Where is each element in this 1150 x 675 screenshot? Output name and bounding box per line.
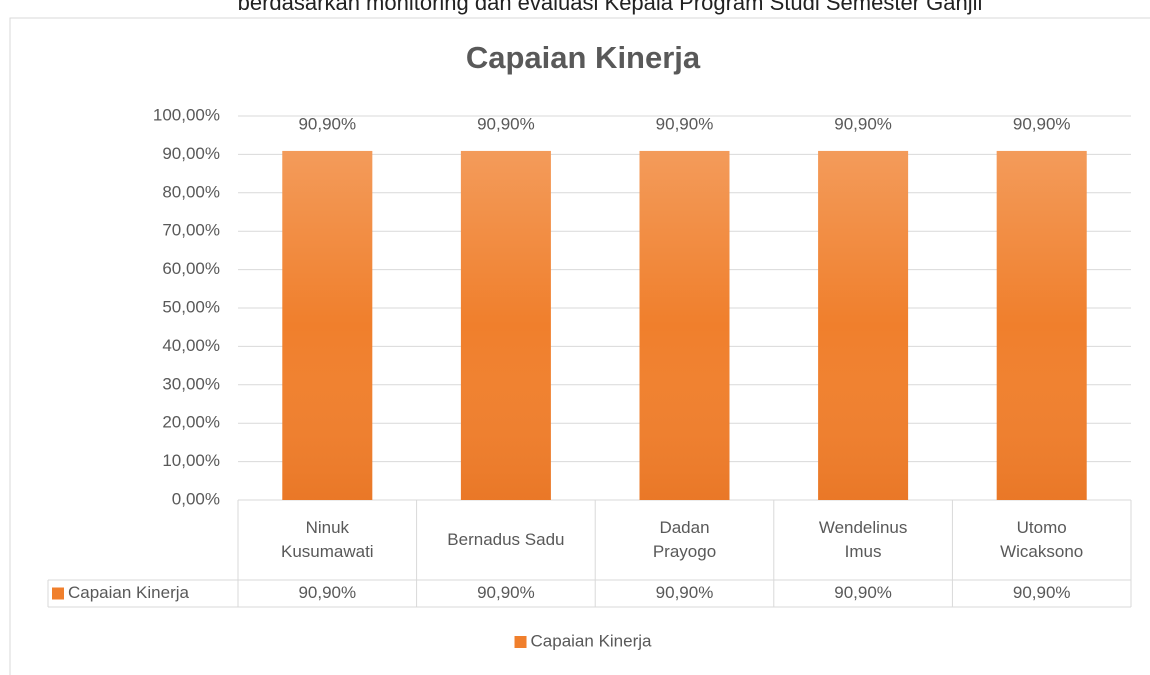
table-legend-swatch: [52, 587, 64, 600]
y-tick-label: 0,00%: [172, 489, 220, 508]
data-label: 90,90%: [298, 114, 356, 133]
data-label: 90,90%: [656, 114, 714, 133]
bar-sheen: [818, 150, 909, 500]
y-tick-label: 90,00%: [162, 144, 220, 163]
table-value: 90,90%: [298, 583, 356, 602]
y-tick-label: 20,00%: [162, 413, 220, 432]
page-caption: berdasarkan monitoring dan evaluasi Kepa…: [238, 0, 983, 15]
bar-sheen: [460, 150, 551, 500]
table-series-name: Capaian Kinerja: [68, 583, 190, 602]
legend-swatch: [514, 636, 527, 648]
bar-sheen: [996, 150, 1087, 500]
table-value: 90,90%: [834, 583, 892, 602]
legend-label: Capaian Kinerja: [531, 631, 653, 650]
x-tick-label: Bernadus Sadu: [447, 530, 565, 549]
table-value: 90,90%: [1013, 583, 1071, 602]
y-tick-label: 40,00%: [162, 336, 220, 355]
table-value: 90,90%: [477, 583, 535, 602]
y-tick-label: 80,00%: [162, 182, 220, 201]
data-label: 90,90%: [1013, 114, 1071, 133]
y-tick-label: 100,00%: [153, 105, 220, 124]
y-tick-label: 10,00%: [162, 451, 220, 470]
y-tick-label: 60,00%: [162, 259, 220, 278]
x-tick-label: Ninuk Kusumawati: [280, 518, 374, 561]
x-tick-label: Utomo Wicaksono: [1000, 518, 1084, 561]
bar-sheen: [282, 150, 373, 500]
x-tick-label: Wendelinus Imus: [818, 518, 908, 561]
table-value: 90,90%: [656, 583, 714, 602]
bar-sheen: [639, 150, 730, 500]
x-tick-label: Dadan Prayogo: [652, 518, 717, 561]
y-tick-label: 70,00%: [162, 221, 220, 240]
chart-frame: [9, 17, 1150, 675]
y-tick-label: 30,00%: [162, 374, 220, 393]
chart-title: Capaian Kinerja: [466, 40, 701, 75]
y-tick-label: 50,00%: [162, 297, 220, 316]
data-label: 90,90%: [477, 114, 535, 133]
data-label: 90,90%: [834, 114, 892, 133]
